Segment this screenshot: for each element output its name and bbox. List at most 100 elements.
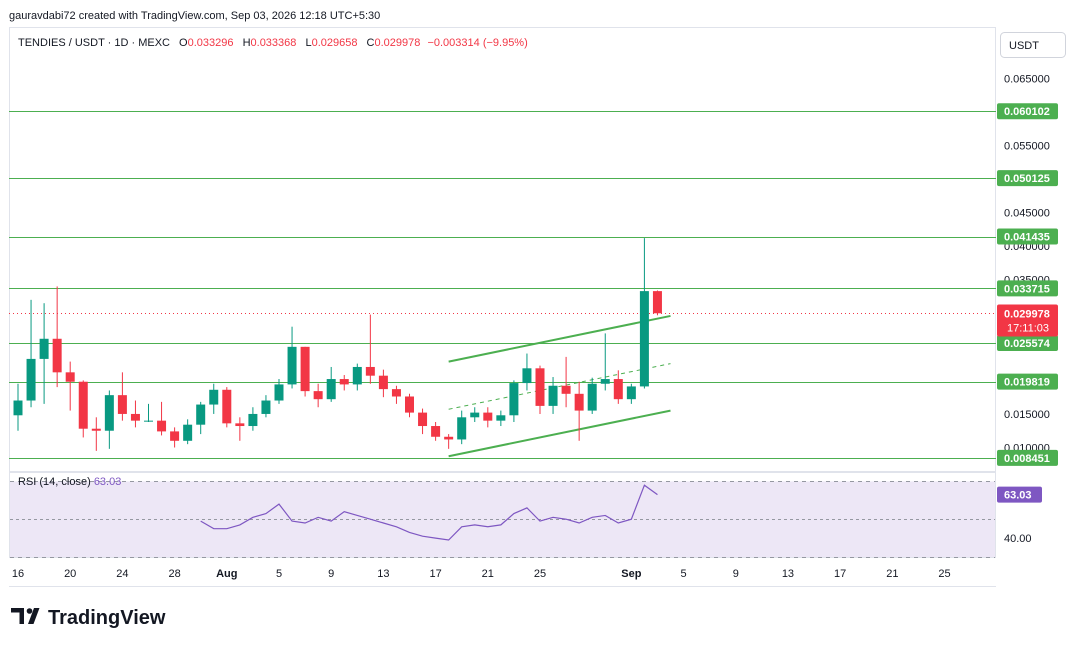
candle-body xyxy=(222,389,232,424)
candle-body xyxy=(183,424,193,441)
candle xyxy=(209,383,219,414)
candle-body xyxy=(548,385,558,406)
level-price-tag-label: 0.033715 xyxy=(1004,283,1050,295)
time-tick-label: 5 xyxy=(276,568,282,580)
candle-body xyxy=(209,389,219,405)
candle xyxy=(104,390,114,449)
time-tick-label: 13 xyxy=(377,568,389,580)
candle-body xyxy=(431,426,441,437)
candle-body xyxy=(104,395,114,431)
level-price-tag-bg xyxy=(997,170,1058,187)
candle xyxy=(444,434,454,449)
candle-body xyxy=(339,379,349,385)
level-price-tag-label: 0.060102 xyxy=(1004,106,1050,118)
rsi-legend-value: 63.03 xyxy=(94,476,122,488)
candle-body xyxy=(365,366,375,376)
candle-body xyxy=(405,396,414,413)
candle-body xyxy=(418,412,428,427)
candle-body xyxy=(352,366,362,385)
low-value: 0.029658 xyxy=(312,37,358,49)
time-tick-label: 9 xyxy=(328,568,334,580)
level-price-tag-bg xyxy=(997,449,1058,466)
currency-label: USDT xyxy=(1009,40,1039,52)
candle xyxy=(470,407,480,423)
candle xyxy=(52,286,62,388)
currency-button[interactable]: USDT xyxy=(1000,32,1066,58)
level-price-tag: 0.025574 xyxy=(997,334,1058,351)
tradingview-wordmark: TradingView xyxy=(48,607,166,629)
candle-body xyxy=(261,400,271,414)
candle-body xyxy=(196,404,206,425)
candle-body xyxy=(561,385,571,394)
time-axis: 16 20 24 28 Aug 5 9 13 17 21 25 Sep 5 9 13 17 21 25 xyxy=(12,568,951,580)
candle xyxy=(157,401,167,436)
level-price-tag-label: 0.050125 xyxy=(1004,173,1050,185)
candle xyxy=(483,407,493,428)
level-price-tag: 0.008451 xyxy=(997,449,1058,466)
level-price-tag: 0.033715 xyxy=(997,280,1058,297)
candle xyxy=(248,407,258,431)
candle-body xyxy=(13,400,23,416)
ohlc-legend: TENDIES / USDT · 1D · MEXC O0.033296 H0.… xyxy=(18,37,528,49)
tradingview-logo: TradingView xyxy=(11,607,166,629)
candle xyxy=(183,419,193,445)
price-tick-label: 0.045000 xyxy=(1004,208,1050,220)
last-price-label: 0.029978 xyxy=(1004,309,1050,321)
time-tick-label: 25 xyxy=(534,568,546,580)
time-tick-label: Sep xyxy=(621,568,641,580)
high-label: H xyxy=(243,37,251,49)
candle xyxy=(130,400,140,428)
level-price-tag-bg xyxy=(997,280,1058,297)
candle-body xyxy=(78,381,88,429)
rsi-label: RSI (14, close) 63.03 xyxy=(18,476,121,488)
symbol-label: TENDIES / USDT · 1D · MEXC xyxy=(18,37,170,49)
candle xyxy=(639,238,649,389)
time-tick-label: 20 xyxy=(64,568,76,580)
candle-body xyxy=(626,386,636,400)
candle-body xyxy=(170,431,180,441)
candle-body xyxy=(274,384,284,401)
candle xyxy=(170,427,180,448)
last-price-tag: 0.029978 17:11:03 xyxy=(997,304,1058,337)
candle xyxy=(378,369,388,398)
level-price-tag-bg xyxy=(997,228,1058,245)
candle-body xyxy=(287,346,297,385)
countdown-label: 17:11:03 xyxy=(1007,323,1049,335)
candle-body xyxy=(52,338,62,373)
rsi-value-tag-bg xyxy=(997,486,1042,503)
price-tick-label: 0.065000 xyxy=(1004,73,1050,85)
price-tags: 0.060102 0.050125 0.041435 0.033715 0.025574… xyxy=(997,103,1058,466)
level-price-tag-bg xyxy=(997,334,1058,351)
candle xyxy=(613,370,623,404)
price-tick-label: 0.055000 xyxy=(1004,140,1050,152)
candle-body xyxy=(248,413,258,427)
candle xyxy=(365,314,375,384)
candle xyxy=(535,365,545,414)
candle-body xyxy=(574,393,584,411)
candle xyxy=(326,366,336,402)
time-tick-label: 5 xyxy=(680,568,686,580)
level-price-tag-label: 0.025574 xyxy=(1004,338,1051,350)
candle xyxy=(548,377,558,414)
candle-body xyxy=(39,338,49,359)
candle-body xyxy=(613,379,623,400)
candle xyxy=(652,290,662,316)
candle-body xyxy=(483,412,493,421)
high-value: 0.033368 xyxy=(251,37,297,49)
candle xyxy=(561,356,571,408)
candle xyxy=(418,408,428,435)
candle xyxy=(431,422,441,441)
candles xyxy=(13,238,662,451)
svg-text:TENDIES / USDT · 1D · MEXC: TENDIES / USDT · 1D · MEXC O0.033296 H0.… xyxy=(18,37,528,49)
candle-body xyxy=(65,372,75,382)
rsi-level-label: 40.00 xyxy=(1004,533,1032,545)
channel-lower-line xyxy=(448,409,671,458)
credit-line: gauravdabi72 created with TradingView.co… xyxy=(9,10,380,22)
candle xyxy=(457,410,467,445)
candle xyxy=(13,383,23,431)
level-price-tag: 0.041435 xyxy=(997,228,1058,245)
candle xyxy=(522,353,532,391)
candle xyxy=(65,361,75,411)
time-tick-label: 17 xyxy=(834,568,846,580)
